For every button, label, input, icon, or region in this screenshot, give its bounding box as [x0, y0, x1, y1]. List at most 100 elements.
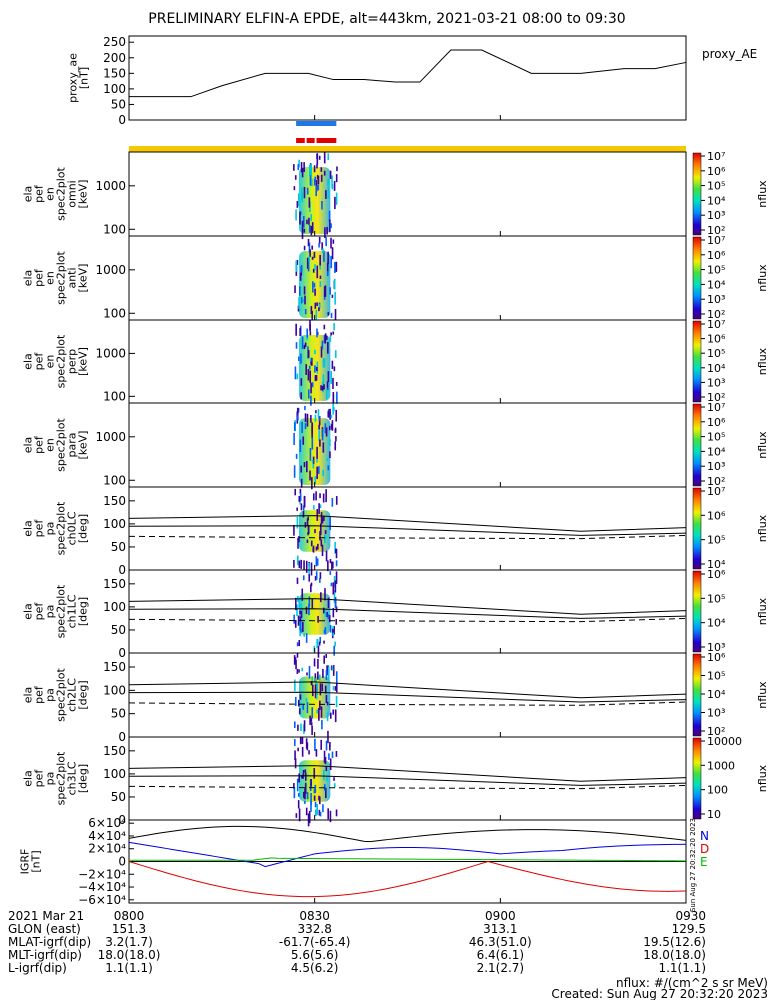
spectrogram-pixel — [324, 535, 327, 540]
loss-cone-upper — [128, 681, 687, 699]
spectrogram-ylabel-line: pef — [33, 602, 46, 621]
spectrogram-ytick-label: 100 — [103, 389, 126, 403]
spectrogram-pixel — [310, 562, 313, 576]
spectrogram-pixel — [320, 592, 322, 603]
spectrogram-pixel — [314, 688, 317, 699]
spectrogram-pixel — [303, 720, 306, 732]
spectrogram-pixel — [297, 164, 300, 171]
spectrogram-pixel — [313, 505, 315, 510]
spectrogram-ylabel-line: pa — [44, 772, 57, 786]
spectrogram-pixel — [297, 537, 299, 549]
footer-created: Created: Sun Aug 27 20:32:20 2023 — [551, 987, 768, 1000]
colorbar-label: nflux — [756, 264, 769, 292]
colorbar — [692, 570, 702, 653]
spectrogram-pixel — [304, 308, 307, 315]
colorbar-label-text: nflux — [756, 180, 769, 208]
spectrogram-pixel — [310, 214, 313, 221]
spectrogram-pixel — [330, 332, 332, 336]
spectrogram-pixel — [317, 671, 319, 680]
spectrogram-pixel — [315, 556, 318, 567]
spectrogram-pixel — [296, 642, 299, 647]
spectrogram-ylabel-line: ela — [22, 603, 35, 620]
spectrogram-pixel — [311, 460, 314, 464]
spectrogram-pixel — [321, 201, 323, 210]
spectrogram-pixel — [312, 281, 314, 293]
spectrogram-pixel — [298, 535, 300, 543]
colorbar-tick-label: 10⁵ — [707, 534, 725, 547]
spectrogram-pixel — [299, 272, 302, 281]
spectrogram-pixel — [294, 696, 297, 706]
colorbar-tick-label: 10⁴ — [707, 558, 726, 571]
spectrogram-pixel — [323, 655, 325, 664]
spectrogram-pixel — [296, 407, 299, 416]
spectrogram-ylabel-line: [keV] — [77, 180, 90, 209]
spectrogram-pixel — [323, 516, 325, 522]
spectrogram-pixel — [323, 250, 325, 262]
spectrogram-pixel — [325, 669, 328, 680]
colorbar-tick-label: 10³ — [707, 209, 725, 222]
spectrogram-pixel — [315, 410, 317, 414]
colorbar-label: nflux — [756, 681, 769, 709]
spectrogram-pixel — [332, 403, 334, 415]
colorbar-tick-label: 10⁶ — [707, 165, 726, 178]
colorbar-tick-label: 10⁴ — [707, 362, 726, 375]
spectrogram-pixel — [310, 540, 313, 547]
spectrogram-pixel — [331, 666, 334, 671]
spectrogram-pixel — [324, 756, 327, 765]
spectrogram-pixel — [302, 704, 305, 710]
spectrogram-ytick-label: 100 — [103, 767, 126, 781]
spectrogram-pixel — [327, 153, 330, 161]
ephemeris-value: 4.5(6.2) — [291, 961, 339, 975]
colorbar-tick-label: 10⁷ — [707, 485, 725, 498]
spectrogram-pixel — [319, 523, 322, 535]
spectrogram-pixel — [332, 629, 334, 633]
spectrogram-pixel — [331, 751, 334, 758]
spectrogram-pixel — [308, 750, 310, 755]
spectrogram-pixel — [324, 227, 326, 239]
spectrogram-pixel — [307, 238, 310, 247]
spectrogram-ylabel-line: spec2plot — [55, 251, 68, 305]
colorbar-tick-label: 10⁴ — [707, 278, 726, 291]
spectrogram-pixel — [310, 680, 313, 686]
spectrogram-pixel — [315, 309, 318, 321]
spectrogram-pixel — [330, 223, 332, 229]
spectrogram-pixel — [300, 162, 303, 173]
spectrogram-ylabel-line: spec2plot — [55, 334, 68, 388]
spectrogram-pixel — [315, 678, 317, 689]
spectrogram-ytick-label: 50 — [111, 540, 126, 554]
spectrogram-pixel — [309, 715, 311, 725]
spectrogram-pixel — [306, 461, 308, 473]
colorbar-label-text: nflux — [756, 681, 769, 709]
spectrogram-pixel — [308, 365, 311, 370]
spectrogram-pixel — [335, 750, 338, 757]
spectrogram-pixel — [317, 615, 319, 623]
ephemeris-value: 129.5 — [672, 922, 706, 936]
anti-loss-cone — [128, 617, 687, 623]
spectrogram-pixel — [330, 237, 332, 249]
spectrogram-pixel — [299, 616, 302, 621]
spectrogram-ylabel-line: ela — [22, 437, 35, 454]
spectrogram-pixel — [329, 810, 332, 823]
spectrogram-ylabel-line: anti — [66, 267, 79, 288]
spectrogram-pixel — [297, 724, 299, 731]
spectrogram-ylabel-line: [deg] — [77, 680, 90, 709]
spectrogram-pixel — [327, 465, 330, 471]
spectrogram-pixel — [324, 423, 327, 434]
spectrogram-pixel — [314, 738, 316, 751]
spectrogram-pixel — [303, 228, 306, 233]
colorbar-tick-label: 10² — [707, 224, 725, 237]
spectrogram-pixel — [321, 683, 324, 692]
spectrogram-ylabel-line: ela — [22, 520, 35, 537]
spectrogram-pixel — [332, 392, 335, 405]
ephemeris-value: 1.1(1.1) — [658, 961, 706, 975]
colorbar-tick-label: 10³ — [707, 376, 725, 389]
spectrogram-pixel — [302, 774, 304, 779]
spectrogram-pixel — [319, 700, 321, 710]
proxy-ae-ytick-label: 100 — [103, 82, 126, 96]
spectrogram-pixel — [303, 286, 306, 295]
spectrogram-ytick-label: 100 — [103, 306, 126, 320]
spectrogram-ylabel-line: en — [44, 187, 57, 201]
spectrogram-pixel — [303, 186, 306, 199]
spectrogram-pixel — [293, 432, 295, 446]
